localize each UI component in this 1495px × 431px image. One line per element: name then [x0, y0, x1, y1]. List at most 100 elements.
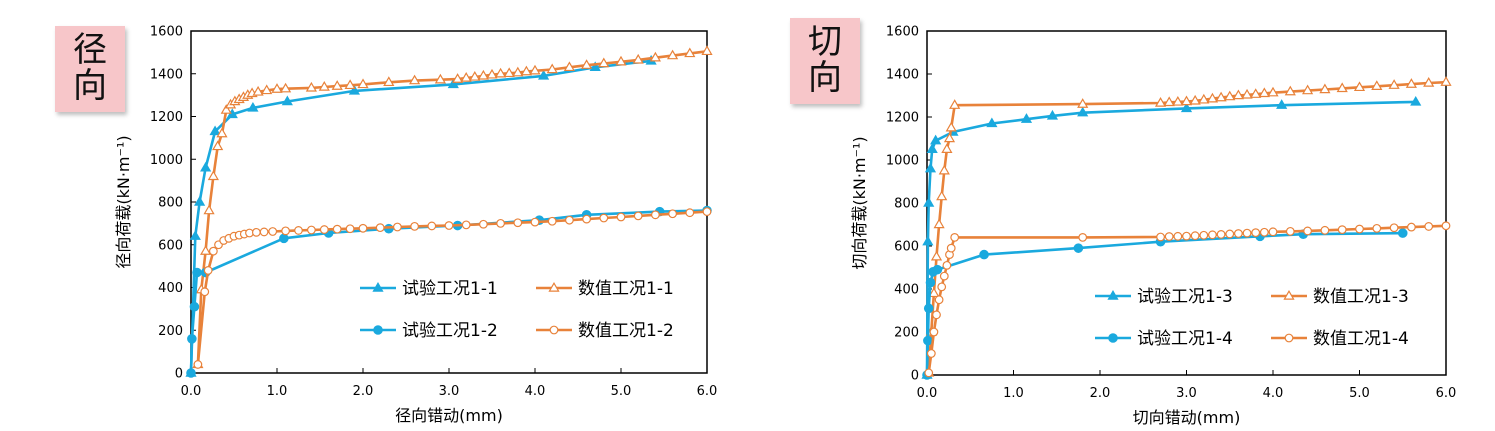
x-tick-label: 1.0 [267, 384, 288, 399]
tag-char-1: 切 [808, 22, 842, 63]
series-line [925, 231, 1403, 376]
data-point [1180, 95, 1193, 106]
data-point [1216, 229, 1226, 239]
data-point [220, 104, 232, 114]
data-point [667, 49, 679, 60]
data-point [331, 80, 343, 90]
y-axis-label: 径向荷载(kN·m⁻¹) [114, 135, 133, 268]
data-point [259, 227, 269, 237]
data-point [513, 218, 523, 228]
data-point [495, 67, 507, 78]
y-tick-label: 0 [911, 369, 919, 384]
data-point [503, 67, 515, 78]
data-point [1337, 225, 1347, 235]
data-point [186, 368, 196, 378]
legend-marker [548, 281, 560, 292]
data-point [496, 218, 506, 228]
data-point [216, 127, 228, 138]
data-point [926, 349, 936, 358]
data-point [452, 73, 464, 83]
data-point [1242, 228, 1252, 238]
data-point [447, 78, 459, 89]
data-point [200, 245, 212, 255]
data-point [318, 81, 330, 91]
data-point [923, 303, 934, 314]
data-point [344, 79, 356, 90]
data-point [1268, 227, 1278, 237]
x-tick-label: 2.0 [1090, 386, 1111, 401]
data-point [252, 85, 264, 96]
data-point [1190, 231, 1200, 241]
data-point [1172, 95, 1184, 106]
data-point [1182, 231, 1191, 241]
data-point [358, 223, 368, 233]
data-point [193, 360, 203, 369]
data-point [651, 210, 660, 220]
series-line [925, 100, 1416, 376]
data-point [923, 196, 935, 207]
y-tick-label: 0 [175, 367, 183, 382]
data-point [685, 208, 695, 218]
data-point [268, 227, 278, 236]
data-point [247, 101, 259, 112]
data-point [1073, 243, 1084, 253]
series-3 [922, 228, 1408, 380]
data-point [932, 264, 943, 275]
data-point [1371, 80, 1383, 90]
x-tick-label: 3.0 [439, 384, 460, 399]
legend-label: 数值工况1-1 [578, 279, 674, 299]
x-tick-label: 5.0 [611, 384, 632, 399]
data-point [668, 209, 677, 219]
data-point [1225, 229, 1235, 239]
data-point [1388, 79, 1400, 89]
legend-label: 数值工况1-2 [578, 321, 674, 341]
legend: 试验工况1-3 数值工况1-3 试验工况1-4 数值工况1-4 [1095, 287, 1409, 349]
legend-item: 数值工况1-1 [536, 279, 674, 299]
legend-item: 数值工况1-2 [536, 321, 674, 341]
data-point [930, 250, 943, 261]
data-point [941, 143, 953, 153]
data-point [1405, 78, 1417, 88]
legend-label: 数值工况1-3 [1313, 287, 1409, 307]
tag-char-2: 向 [808, 58, 842, 98]
data-point [1250, 88, 1262, 98]
data-point [1407, 222, 1416, 232]
data-point [1173, 231, 1183, 241]
data-point [194, 195, 206, 206]
data-point [410, 221, 420, 231]
data-point [200, 161, 212, 172]
data-point [1397, 228, 1408, 238]
data-point [1198, 93, 1210, 104]
data-point [547, 216, 557, 226]
data-point [1199, 230, 1209, 240]
data-point [305, 81, 317, 92]
data-point [928, 287, 940, 298]
data-point [1156, 232, 1165, 242]
y-tick-label: 400 [158, 281, 183, 296]
data-point [616, 212, 626, 222]
legend-label: 试验工况1-3 [1137, 287, 1233, 307]
data-point [538, 69, 550, 80]
x-tick-label: 4.0 [1263, 386, 1284, 401]
data-point [924, 368, 934, 378]
data-point [701, 45, 713, 56]
data-point [529, 64, 541, 75]
data-point [1206, 92, 1219, 103]
data-point [938, 164, 950, 175]
data-point [1302, 84, 1314, 95]
data-point [212, 140, 224, 151]
data-point [633, 211, 643, 221]
tag-char-2: 向 [73, 66, 107, 106]
legend-label: 试验工况1-4 [1137, 329, 1233, 349]
x-tick-label: 5.0 [1349, 386, 1370, 401]
data-point [332, 224, 342, 234]
data-point [581, 59, 593, 69]
data-point [469, 70, 481, 81]
legend-marker [1108, 333, 1118, 343]
y-tick-label: 1600 [150, 25, 183, 40]
legend-marker [549, 325, 559, 335]
legend-label: 数值工况1-4 [1313, 329, 1409, 349]
data-point [986, 117, 998, 128]
data-point [939, 271, 949, 281]
data-point [251, 227, 261, 237]
